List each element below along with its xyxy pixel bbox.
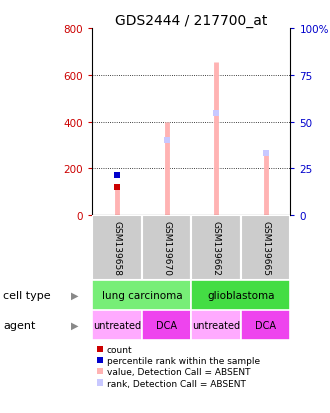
Bar (191, 280, 290, 310)
Title: GDS2444 / 217700_at: GDS2444 / 217700_at (115, 14, 268, 28)
Text: DCA: DCA (255, 320, 276, 330)
Bar (142, 310, 191, 341)
Text: ▶: ▶ (71, 320, 79, 330)
Bar (92, 216, 142, 280)
Text: glioblastoma: glioblastoma (207, 290, 275, 300)
Bar (92, 280, 191, 310)
Text: lung carcinoma: lung carcinoma (102, 290, 182, 300)
Bar (241, 310, 290, 341)
Text: GSM139665: GSM139665 (261, 220, 270, 275)
Bar (191, 216, 241, 280)
Text: GSM139670: GSM139670 (162, 220, 171, 275)
Text: GSM139658: GSM139658 (113, 220, 122, 275)
Text: GSM139662: GSM139662 (212, 221, 221, 275)
Text: ▶: ▶ (71, 290, 79, 300)
Text: untreated: untreated (93, 320, 141, 330)
Text: DCA: DCA (156, 320, 177, 330)
Bar (142, 216, 191, 280)
Bar (241, 216, 290, 280)
Bar (191, 310, 241, 341)
Legend: count, percentile rank within the sample, value, Detection Call = ABSENT, rank, : count, percentile rank within the sample… (97, 345, 260, 388)
Text: agent: agent (3, 320, 36, 330)
Text: cell type: cell type (3, 290, 51, 300)
Bar (92, 310, 142, 341)
Text: untreated: untreated (192, 320, 240, 330)
